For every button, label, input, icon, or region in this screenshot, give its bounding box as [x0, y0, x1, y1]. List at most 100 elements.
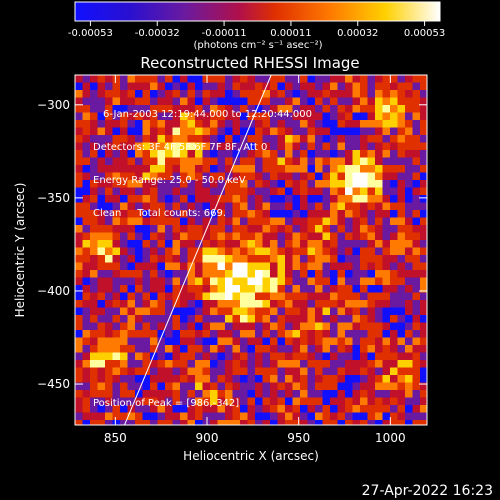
heatmap-cell [277, 105, 286, 113]
heatmap-cell [195, 330, 203, 338]
heatmap-cell [322, 300, 331, 308]
heatmap-cell [352, 292, 361, 301]
heatmap-cell [382, 420, 391, 425]
heatmap-cell [345, 120, 353, 128]
heatmap-cell [397, 390, 406, 398]
heatmap-cell [330, 292, 338, 301]
heatmap-cell [277, 232, 286, 241]
heatmap-cell [187, 352, 196, 361]
heatmap-cell [345, 262, 353, 271]
heatmap-cell [412, 345, 421, 353]
heatmap-cell [382, 165, 391, 173]
heatmap-cell [375, 337, 383, 346]
heatmap-cell [90, 315, 98, 323]
heatmap-cell [367, 127, 376, 136]
heatmap-cell [382, 247, 391, 256]
heatmap-cell [277, 330, 286, 338]
heatmap-cell [180, 337, 188, 346]
heatmap-cell [240, 120, 248, 128]
heatmap-cell [142, 375, 151, 383]
heatmap-cell [315, 150, 323, 158]
heatmap-cell [247, 180, 256, 188]
heatmap-cell [337, 247, 346, 256]
heatmap-cell [172, 240, 181, 248]
heatmap-cell [375, 90, 383, 98]
heatmap-cell [195, 112, 203, 121]
heatmap-cell [262, 345, 271, 353]
heatmap-cell [240, 337, 248, 346]
heatmap-cell [135, 210, 143, 218]
heatmap-cell [255, 187, 263, 196]
heatmap-cell [405, 82, 413, 91]
heatmap-cell [157, 202, 166, 211]
axes: 850 900 950 1000−300−350−400−450 [37, 75, 427, 445]
heatmap-cell [127, 300, 136, 308]
heatmap-cell [112, 165, 121, 173]
heatmap-cell [210, 127, 218, 136]
heatmap-cell [142, 277, 151, 286]
heatmap-cell [292, 120, 301, 128]
heatmap-cell [300, 397, 308, 406]
heatmap-cell [360, 157, 368, 166]
heatmap-cell [247, 90, 256, 98]
heatmap-cell [210, 397, 218, 406]
heatmap-cell [75, 367, 83, 376]
heatmap-cell [75, 300, 83, 308]
heatmap-cell [195, 367, 203, 376]
heatmap-cell [345, 352, 353, 361]
heatmap-cell [390, 202, 398, 211]
heatmap-cell [322, 195, 331, 203]
heatmap-cell [315, 367, 323, 376]
heatmap-cell [105, 165, 113, 173]
heatmap-cell [232, 225, 241, 233]
heatmap-cell [142, 315, 151, 323]
heatmap-cell [255, 382, 263, 391]
x-tick-label: 1000 [375, 431, 406, 445]
heatmap-cell [232, 382, 241, 391]
heatmap-cell [277, 90, 286, 98]
heatmap-cell [217, 315, 226, 323]
heatmap-cell [187, 277, 196, 286]
chart-title: Reconstructed RHESSI Image [140, 54, 359, 72]
heatmap-cell [202, 345, 211, 353]
heatmap-cell [240, 240, 248, 248]
heatmap-cell [150, 120, 158, 128]
heatmap-cell [360, 105, 368, 113]
heatmap-cell [82, 82, 91, 91]
heatmap-cell [112, 255, 121, 263]
heatmap-cell [202, 360, 211, 368]
heatmap-cell [270, 202, 278, 211]
heatmap-cell [315, 127, 323, 136]
heatmap-cell [285, 277, 293, 286]
heatmap-cell [150, 337, 158, 346]
heatmap-cell [157, 142, 166, 151]
heatmap-cell [217, 195, 226, 203]
heatmap-cell [375, 270, 383, 278]
heatmap-cell [412, 210, 421, 218]
heatmap-cell [82, 90, 91, 98]
heatmap-cell [90, 172, 98, 181]
heatmap-cell [255, 262, 263, 271]
heatmap-cell [247, 360, 256, 368]
heatmap-cell [375, 412, 383, 421]
heatmap-cell [382, 352, 391, 361]
heatmap-cell [90, 225, 98, 233]
heatmap-cell [120, 322, 128, 331]
heatmap-cell [202, 337, 211, 346]
heatmap-cell [337, 337, 346, 346]
heatmap-cell [322, 382, 331, 391]
heatmap-cell [322, 367, 331, 376]
heatmap-cell [120, 397, 128, 406]
heatmap-cell [382, 412, 391, 421]
heatmap-cell [210, 202, 218, 211]
heatmap-cell [232, 232, 241, 241]
heatmap-cell [375, 120, 383, 128]
heatmap-cell [240, 195, 248, 203]
heatmap-cell [75, 180, 83, 188]
heatmap-cell [195, 405, 203, 413]
heatmap-cell [285, 300, 293, 308]
heatmap-cell [292, 82, 301, 91]
heatmap-cell [262, 210, 271, 218]
heatmap-cell [195, 97, 203, 106]
heatmap-cell [187, 112, 196, 121]
